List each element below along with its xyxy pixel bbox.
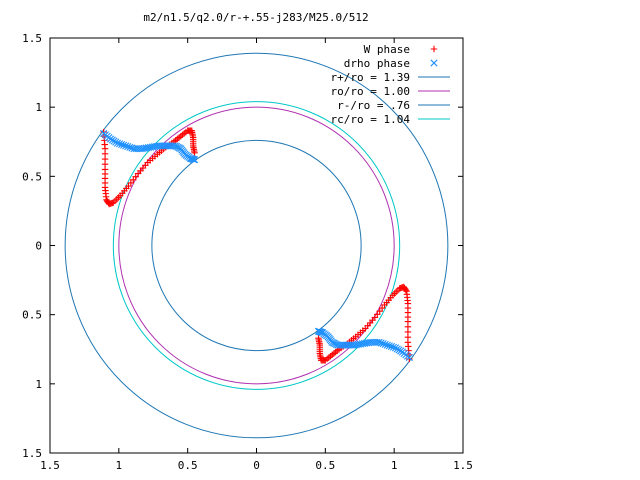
legend-label-4: r-/ro = .76	[337, 99, 410, 112]
series-1-points_lower-point-37	[377, 339, 385, 347]
series-1-points_upper-point-11	[120, 141, 128, 149]
series-1-points_upper-point-52	[190, 156, 199, 164]
x-tick-label-3: 0	[253, 459, 260, 472]
series-1-points_lower-point-40	[383, 341, 391, 349]
series-1-points_upper-point-12	[122, 142, 130, 150]
x-tick-label-4: 0.5	[315, 459, 335, 472]
legend-swatch-0	[430, 45, 438, 53]
series-1-points_lower-point-39	[381, 340, 389, 348]
legend-label-0: W phase	[364, 43, 410, 56]
series-0-points_upper-point-76	[191, 149, 198, 157]
x-tick-label-1: 1	[116, 459, 123, 472]
legend-label-2: r+/ro = 1.39	[331, 71, 410, 84]
y-tick-label-6: 1.5	[22, 32, 42, 45]
series-1-points_lower-point-38	[379, 340, 387, 348]
series-0-points_lower-point-59	[402, 286, 410, 294]
x-tick-label-0: 1.5	[40, 459, 60, 472]
series-1-points_lower-point-36	[375, 338, 383, 346]
y-tick-label-4: 0.5	[22, 170, 42, 183]
points-layer	[100, 127, 413, 364]
series-1-points_upper-point-10	[117, 140, 126, 149]
y-tick-label-3: 0	[35, 240, 42, 253]
series-1-points_lower-point-43	[389, 343, 398, 351]
y-tick-label-0: 1.5	[22, 447, 42, 460]
series-1-points_lower-point-41	[385, 342, 393, 350]
legend-swatch-1	[430, 59, 438, 67]
chart-title: m2/n1.5/q2.0/r-+.55-j283/M25.0/512	[143, 11, 368, 24]
series-1-points_upper-point-13	[124, 143, 132, 151]
circle-1	[118, 106, 395, 385]
series-1-points_upper-point-14	[126, 143, 134, 151]
circles-layer	[64, 52, 449, 439]
x-tick-label-5: 1	[391, 459, 398, 472]
series-1-points_lower-point-52	[405, 353, 413, 362]
series-1-points_upper-point-9	[115, 140, 124, 148]
y-tick-label-2: 0.5	[22, 309, 42, 322]
y-tick-label-5: 1	[35, 101, 42, 114]
series-1-points_lower-point-42	[387, 342, 396, 351]
ticks-layer: 1.5 1 0.5 0 0.5 1 1.51.510.500.511.5	[22, 32, 473, 472]
circle-3	[112, 101, 401, 390]
legend-label-3: ro/ro = 1.00	[331, 85, 410, 98]
legend-label-1: drho phase	[344, 57, 410, 70]
circle-2	[151, 139, 362, 352]
series-1-points_upper-point-8	[113, 139, 122, 147]
circle-0	[64, 52, 449, 439]
y-tick-label-1: 1	[35, 378, 42, 391]
x-tick-label-6: 1.5	[453, 459, 473, 472]
x-tick-label-2: 0.5	[178, 459, 198, 472]
legend-label-5: rc/ro = 1.04	[331, 113, 411, 126]
